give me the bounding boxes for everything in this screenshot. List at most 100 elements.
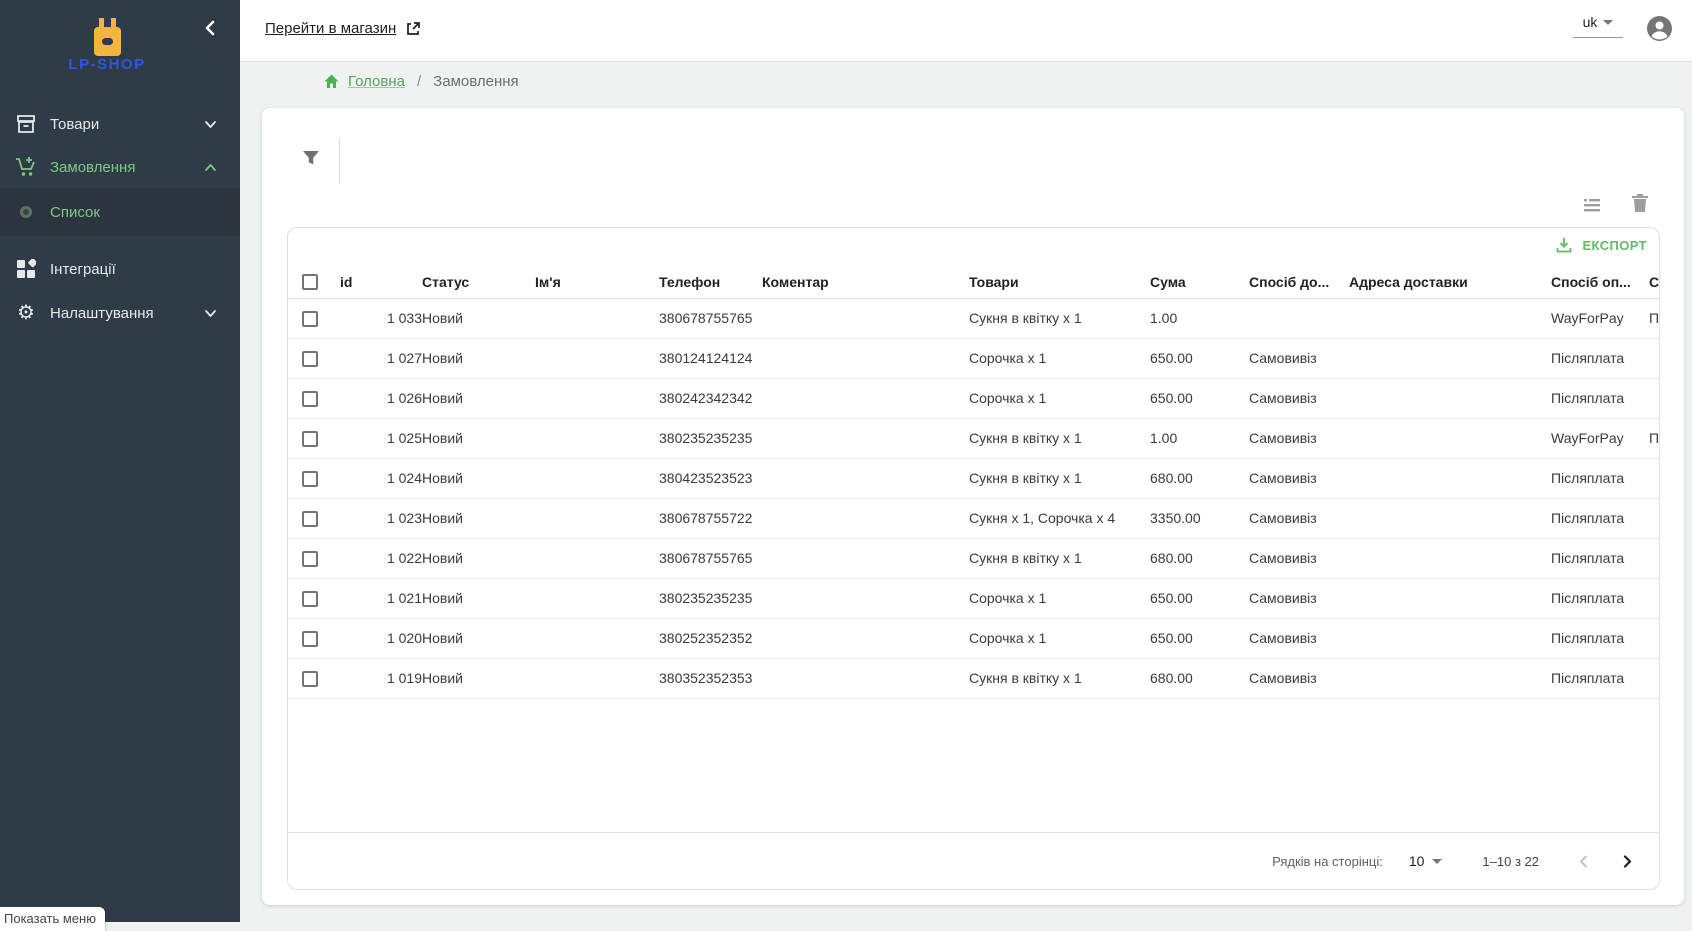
orders-card: ЕКСПОРТ id Статус Ім'я (262, 108, 1684, 905)
cell-phone: 380242342342 (659, 378, 762, 419)
col-header-goods[interactable]: Товари (969, 266, 1150, 299)
table-row[interactable]: 1 020 Новий 380252352352 Сорочка x 1 650… (288, 618, 1659, 659)
trash-icon[interactable] (1630, 192, 1652, 214)
rows-per-page-value: 10 (1408, 853, 1425, 869)
list-view-icon[interactable] (1581, 194, 1603, 216)
export-button[interactable]: ЕКСПОРТ (1555, 236, 1647, 254)
cell-address (1349, 458, 1551, 499)
breadcrumb: Головна / Замовлення (323, 73, 519, 90)
col-header-address[interactable]: Адреса доставки (1349, 266, 1551, 299)
table-row[interactable]: 1 025 Новий 380235235235 Сукня в квітку … (288, 418, 1659, 459)
table-row[interactable]: 1 022 Новий 380678755765 Сукня в квітку … (288, 538, 1659, 579)
go-to-shop-link[interactable]: Перейти в магазин (265, 20, 421, 37)
row-checkbox[interactable] (302, 630, 318, 647)
sidebar-item-label: Налаштування (50, 304, 154, 322)
sidebar-item-integrations[interactable]: Інтеграції (0, 245, 240, 293)
table-row[interactable]: 1 027 Новий 380124124124 Сорочка x 1 650… (288, 338, 1659, 379)
table-row[interactable]: 1 021 Новий 380235235235 Сорочка x 1 650… (288, 578, 1659, 619)
home-icon (323, 73, 340, 90)
external-link-icon (405, 21, 421, 37)
cell-goods: Сукня в квітку x 1 (969, 538, 1150, 579)
cell-delivery: Самовивіз (1249, 378, 1349, 419)
table-row[interactable]: 1 026 Новий 380242342342 Сорочка x 1 650… (288, 378, 1659, 419)
col-header-name[interactable]: Ім'я (535, 266, 659, 299)
cell-delivery: Самовивіз (1249, 538, 1349, 579)
select-all-checkbox[interactable] (302, 274, 318, 291)
row-checkbox[interactable] (302, 510, 318, 527)
cell-select (288, 538, 340, 579)
row-checkbox[interactable] (302, 590, 318, 607)
row-checkbox[interactable] (302, 430, 318, 447)
cell-phone: 380235235235 (659, 418, 762, 459)
table-row[interactable]: 1 019 Новий 380352352353 Сукня в квітку … (288, 658, 1659, 699)
previous-page-button (1571, 849, 1595, 873)
row-checkbox[interactable] (302, 670, 318, 687)
col-header-status[interactable]: Статус (422, 266, 535, 299)
cell-comment (762, 618, 969, 659)
cell-paystatus (1649, 538, 1659, 579)
filter-icon[interactable] (301, 148, 323, 170)
row-checkbox[interactable] (302, 350, 318, 367)
cell-phone: 380235235235 (659, 578, 762, 619)
table-row[interactable]: 1 024 Новий 380423523523 Сукня в квітку … (288, 458, 1659, 499)
cell-comment (762, 378, 969, 419)
cell-goods: Сукня x 1, Сорочка x 4 (969, 498, 1150, 539)
sidebar-collapse-button[interactable] (196, 14, 224, 42)
row-checkbox[interactable] (302, 390, 318, 407)
cell-sum: 680.00 (1150, 658, 1249, 699)
cell-comment (762, 298, 969, 339)
col-header-sum[interactable]: Сума (1150, 266, 1249, 299)
language-select[interactable]: uk (1573, 14, 1623, 38)
user-avatar[interactable] (1646, 15, 1673, 42)
sidebar-item-settings[interactable]: ⚙ Налаштування (0, 289, 240, 337)
cell-address (1349, 658, 1551, 699)
row-checkbox[interactable] (302, 470, 318, 487)
cell-address (1349, 378, 1551, 419)
cell-address (1349, 618, 1551, 659)
rows-per-page-label: Рядків на сторінці: (1272, 853, 1383, 869)
col-header-id[interactable]: id (340, 266, 422, 299)
cell-goods: Сорочка x 1 (969, 378, 1150, 419)
col-header-payment[interactable]: Спосіб оп... (1551, 266, 1649, 299)
cell-payment: Післяплата (1551, 538, 1649, 579)
sidebar-item-label: Список (50, 203, 100, 221)
cell-delivery: Самовивіз (1249, 578, 1349, 619)
row-checkbox[interactable] (302, 550, 318, 567)
table-row[interactable]: 1 033 Новий 380678755765 Сукня в квітку … (288, 298, 1659, 339)
cell-id: 1 020 (340, 618, 422, 659)
cell-select (288, 578, 340, 619)
col-header-delivery[interactable]: Спосіб до... (1249, 266, 1349, 299)
chevron-left-icon (202, 20, 218, 36)
rows-per-page-select[interactable]: 10 (1409, 853, 1443, 869)
breadcrumb-home-link[interactable]: Головна (348, 73, 405, 90)
cell-sum: 1.00 (1150, 418, 1249, 459)
cell-goods: Сорочка x 1 (969, 338, 1150, 379)
sidebar-item-products[interactable]: Товари (0, 102, 240, 146)
col-header-paystatus[interactable]: Ст (1649, 266, 1659, 299)
sidebar-item-orders[interactable]: Замовлення (0, 146, 240, 188)
table-row[interactable]: 1 023 Новий 380678755722 Сукня x 1, Соро… (288, 498, 1659, 539)
cell-paystatus: Пі (1649, 418, 1659, 459)
chevron-down-icon (198, 118, 222, 131)
cell-id: 1 033 (340, 298, 422, 339)
sidebar-item-label: Замовлення (50, 158, 136, 176)
language-value: uk (1582, 14, 1598, 30)
cell-paystatus (1649, 658, 1659, 699)
breadcrumb-separator: / (417, 73, 422, 90)
main-area: Перейти в магазин uk Головна / Замовленн… (240, 0, 1692, 922)
cell-status: Новий (422, 298, 535, 339)
cell-select (288, 618, 340, 659)
col-header-comment[interactable]: Коментар (762, 266, 969, 299)
cell-phone: 380678755765 (659, 538, 762, 579)
dot-icon (14, 200, 38, 224)
next-page-button[interactable] (1615, 849, 1639, 873)
table-header-row: id Статус Ім'я Телефон Коментар Товари С… (288, 266, 1659, 299)
col-header-phone[interactable]: Телефон (659, 266, 762, 299)
row-checkbox[interactable] (302, 310, 318, 327)
cell-sum: 650.00 (1150, 578, 1249, 619)
cell-address (1349, 298, 1551, 339)
cell-sum: 680.00 (1150, 458, 1249, 499)
cell-goods: Сукня в квітку x 1 (969, 298, 1150, 339)
cell-status: Новий (422, 458, 535, 499)
sidebar-item-orders-list[interactable]: Список (0, 188, 240, 236)
